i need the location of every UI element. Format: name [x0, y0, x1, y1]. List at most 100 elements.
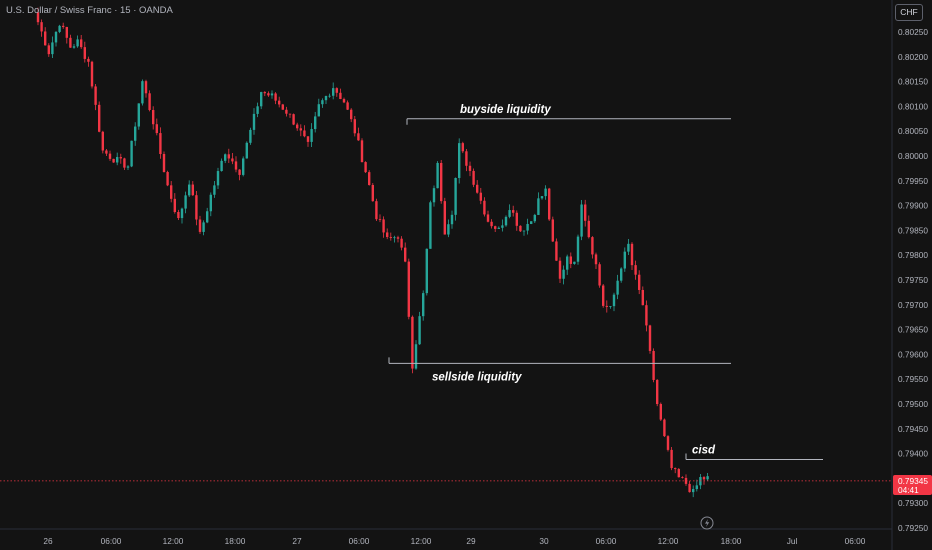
candle-body: [630, 243, 634, 266]
current-price-badge: [893, 475, 932, 495]
candle-body: [238, 169, 241, 175]
candle-body: [234, 161, 238, 170]
candle-body: [51, 42, 54, 55]
candle-body: [638, 274, 641, 290]
candle-body: [656, 379, 659, 405]
candle-body: [288, 113, 292, 115]
candle-body: [270, 93, 274, 96]
price-tick-label: 0.80150: [898, 77, 928, 87]
candle-body: [242, 158, 245, 175]
candle-body: [328, 95, 331, 97]
candle-body: [501, 225, 504, 228]
candle-body: [134, 126, 137, 141]
candle-body: [706, 476, 709, 480]
candle-body: [566, 256, 569, 270]
candle-body: [83, 47, 86, 59]
time-tick-label: 12:00: [163, 536, 184, 546]
candle-body: [447, 224, 450, 235]
candle-body: [180, 208, 184, 219]
candle-body: [497, 227, 500, 229]
candle-body: [368, 172, 371, 185]
candle-body: [526, 223, 529, 231]
candle-body: [87, 58, 90, 62]
price-tick-label: 0.79850: [898, 225, 928, 235]
price-tick-label: 0.79450: [898, 424, 928, 434]
candle-body: [674, 468, 677, 470]
price-tick-label: 0.79750: [898, 275, 928, 285]
candle-body: [476, 184, 479, 193]
candle-body: [40, 22, 43, 32]
candle-body: [605, 305, 608, 307]
candle-body: [206, 211, 209, 223]
candle-body: [335, 88, 338, 93]
candle-body: [209, 194, 212, 212]
currency-button[interactable]: CHF: [895, 4, 923, 21]
candle-body: [562, 269, 565, 279]
candle-body: [231, 158, 234, 162]
symbol-title: U.S. Dollar / Swiss Franc · 15 · OANDA: [6, 5, 173, 16]
candle-body: [76, 39, 79, 47]
candle-body: [468, 165, 472, 171]
candle-body: [65, 26, 68, 38]
candle-body: [580, 204, 583, 237]
candle-body: [281, 104, 284, 110]
candle-body: [692, 489, 695, 493]
candle-body: [144, 81, 148, 94]
candle-body: [670, 449, 673, 469]
candle-body: [137, 103, 140, 127]
candle-body: [173, 198, 176, 212]
time-axis[interactable]: 26 06:00 12:00 18:00 27 06:00 12:00 29 30 06:00 12…: [43, 536, 865, 546]
candle-body: [141, 81, 144, 104]
candle-body: [522, 230, 526, 232]
candle-body: [652, 350, 655, 380]
price-tick-label: 0.79650: [898, 325, 928, 335]
candle-body: [260, 92, 263, 107]
candle-body: [130, 140, 133, 167]
price-tick-label: 0.79600: [898, 349, 928, 359]
candle-body: [119, 157, 122, 159]
candle-body: [537, 198, 540, 215]
candle-body: [641, 289, 644, 306]
candle-body: [465, 151, 468, 166]
candle-body: [245, 142, 248, 159]
current-price-label: 0.79345 04:41: [893, 475, 932, 495]
price-tick-label: 0.79400: [898, 449, 928, 459]
candle-body: [220, 160, 223, 172]
candle-body: [382, 219, 385, 233]
candle-body: [450, 214, 454, 225]
candle-body: [317, 104, 320, 117]
candle-body: [170, 185, 173, 199]
candle-body: [191, 184, 194, 196]
current-price-value: 0.79345: [898, 476, 928, 486]
time-tick-label: 18:00: [721, 536, 742, 546]
candle-body: [443, 201, 446, 235]
candle-body: [375, 201, 378, 220]
candle-body: [202, 222, 205, 232]
candle-body: [483, 200, 486, 215]
candle-body: [321, 100, 324, 105]
candle-body: [353, 119, 356, 134]
candle-body: [634, 265, 637, 275]
candle-body: [612, 294, 616, 307]
candle-body: [620, 268, 623, 281]
candle-body: [162, 154, 166, 173]
candle-body: [177, 211, 180, 219]
buyside-liquidity-label: buyside liquidity: [460, 104, 551, 116]
candle-body: [479, 192, 482, 201]
candle-body: [188, 184, 191, 196]
time-tick-label: 18:00: [225, 536, 246, 546]
candle-body: [105, 150, 108, 154]
candle-body: [303, 130, 306, 137]
time-tick-label: 06:00: [596, 536, 617, 546]
candle-body: [98, 104, 101, 132]
candle-body: [152, 110, 155, 125]
candle-body: [461, 143, 464, 152]
candle-body: [324, 95, 328, 101]
candle-body: [440, 162, 443, 202]
price-axis[interactable]: 0.80250 0.80200 0.80150 0.80100 0.80050 0.800…: [898, 27, 928, 533]
price-tick-label: 0.79700: [898, 300, 928, 310]
candle-body: [623, 251, 626, 269]
candle-body: [436, 162, 439, 189]
lightning-icon[interactable]: [700, 516, 714, 530]
